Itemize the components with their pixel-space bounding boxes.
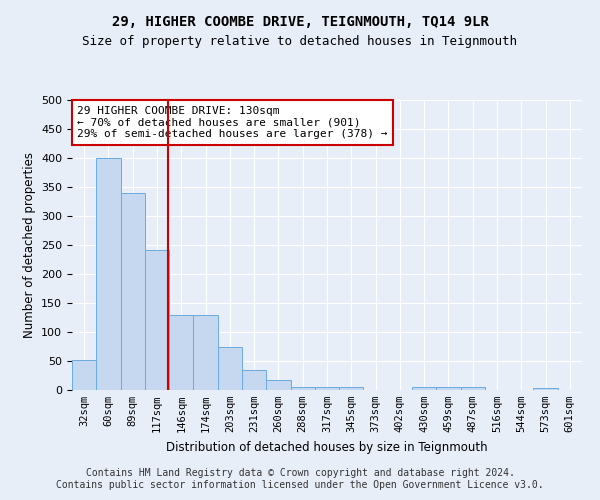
Bar — [533, 388, 558, 390]
Bar — [72, 360, 96, 390]
Bar — [145, 250, 169, 390]
Bar — [315, 387, 339, 390]
Bar — [121, 193, 145, 390]
Bar — [266, 380, 290, 390]
Bar — [96, 158, 121, 390]
Bar — [290, 386, 315, 390]
X-axis label: Distribution of detached houses by size in Teignmouth: Distribution of detached houses by size … — [166, 440, 488, 454]
Text: 29 HIGHER COOMBE DRIVE: 130sqm
← 70% of detached houses are smaller (901)
29% of: 29 HIGHER COOMBE DRIVE: 130sqm ← 70% of … — [77, 106, 388, 139]
Bar — [193, 314, 218, 390]
Text: 29, HIGHER COOMBE DRIVE, TEIGNMOUTH, TQ14 9LR: 29, HIGHER COOMBE DRIVE, TEIGNMOUTH, TQ1… — [112, 15, 488, 29]
Y-axis label: Number of detached properties: Number of detached properties — [23, 152, 35, 338]
Text: Size of property relative to detached houses in Teignmouth: Size of property relative to detached ho… — [83, 35, 517, 48]
Bar — [242, 370, 266, 390]
Bar — [461, 387, 485, 390]
Bar — [412, 387, 436, 390]
Text: Contains HM Land Registry data © Crown copyright and database right 2024.
Contai: Contains HM Land Registry data © Crown c… — [56, 468, 544, 490]
Bar — [218, 347, 242, 390]
Bar — [169, 314, 193, 390]
Bar — [436, 387, 461, 390]
Bar — [339, 387, 364, 390]
